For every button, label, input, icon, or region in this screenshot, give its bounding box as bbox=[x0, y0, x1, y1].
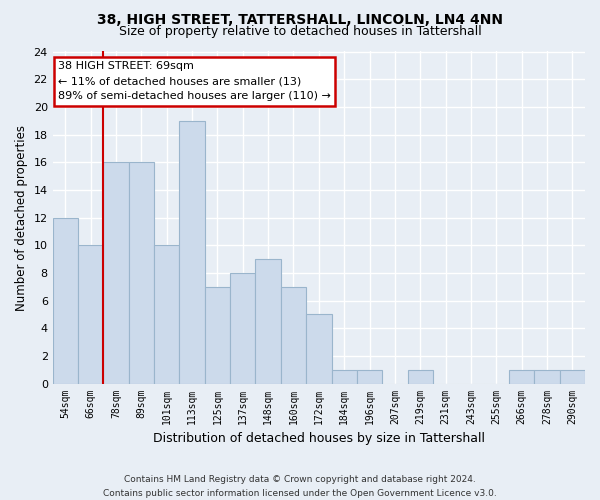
Bar bbox=[535, 370, 560, 384]
Bar bbox=[560, 370, 585, 384]
Bar bbox=[306, 314, 332, 384]
Bar bbox=[357, 370, 382, 384]
Bar bbox=[179, 120, 205, 384]
Bar bbox=[407, 370, 433, 384]
X-axis label: Distribution of detached houses by size in Tattershall: Distribution of detached houses by size … bbox=[153, 432, 485, 445]
Bar bbox=[509, 370, 535, 384]
Bar bbox=[78, 245, 103, 384]
Bar bbox=[281, 286, 306, 384]
Text: 38 HIGH STREET: 69sqm
← 11% of detached houses are smaller (13)
89% of semi-deta: 38 HIGH STREET: 69sqm ← 11% of detached … bbox=[58, 62, 331, 101]
Y-axis label: Number of detached properties: Number of detached properties bbox=[15, 124, 28, 310]
Bar bbox=[154, 245, 179, 384]
Bar bbox=[205, 286, 230, 384]
Text: 38, HIGH STREET, TATTERSHALL, LINCOLN, LN4 4NN: 38, HIGH STREET, TATTERSHALL, LINCOLN, L… bbox=[97, 12, 503, 26]
Bar bbox=[53, 218, 78, 384]
Bar bbox=[129, 162, 154, 384]
Bar bbox=[103, 162, 129, 384]
Bar bbox=[332, 370, 357, 384]
Bar bbox=[256, 259, 281, 384]
Text: Contains HM Land Registry data © Crown copyright and database right 2024.
Contai: Contains HM Land Registry data © Crown c… bbox=[103, 476, 497, 498]
Bar bbox=[230, 273, 256, 384]
Text: Size of property relative to detached houses in Tattershall: Size of property relative to detached ho… bbox=[119, 25, 481, 38]
